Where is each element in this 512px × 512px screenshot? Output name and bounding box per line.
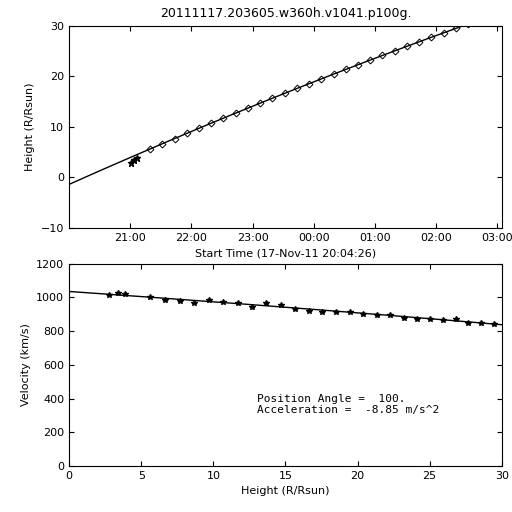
Text: Position Angle =  100.
Acceleration =  -8.85 m/s^2: Position Angle = 100. Acceleration = -8.…	[257, 394, 439, 415]
X-axis label: Height (R/Rsun): Height (R/Rsun)	[241, 486, 330, 496]
X-axis label: Start Time (17-Nov-11 20:04:26): Start Time (17-Nov-11 20:04:26)	[195, 248, 376, 258]
Y-axis label: Height (R/Rsun): Height (R/Rsun)	[25, 82, 35, 171]
Title: 20111117.203605.w360h.v1041.p100g.: 20111117.203605.w360h.v1041.p100g.	[160, 7, 411, 20]
Y-axis label: Velocity (km/s): Velocity (km/s)	[20, 324, 31, 406]
